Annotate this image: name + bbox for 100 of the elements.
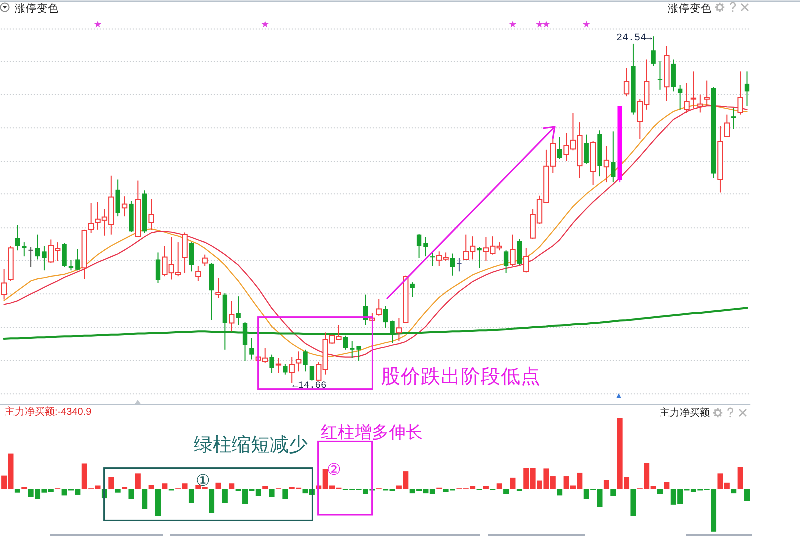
chart-subtitle: 主力净买额 [660, 407, 710, 419]
candlestick [76, 248, 80, 272]
annotation: ←14.66 [292, 380, 328, 391]
candlestick [704, 80, 710, 107]
candlestick [276, 358, 282, 374]
bar [162, 484, 168, 490]
candlestick [42, 246, 47, 272]
annotation: 红柱增多伸长 [321, 423, 423, 442]
bar [610, 489, 616, 496]
bar [14, 489, 20, 493]
candlestick [350, 340, 355, 359]
bar [269, 489, 275, 498]
annotation: ② [327, 462, 342, 479]
candlestick [724, 114, 730, 138]
candlestick [424, 236, 428, 258]
candlestick [517, 238, 522, 266]
candlestick [356, 346, 362, 362]
candlestick [270, 354, 274, 374]
candlestick [28, 246, 34, 268]
bar [630, 489, 636, 516]
candlestick [611, 131, 616, 184]
candlestick [658, 61, 663, 90]
candlestick [229, 300, 235, 332]
bar [664, 482, 670, 490]
candlestick [283, 364, 288, 376]
bar [209, 489, 215, 514]
bar [108, 477, 114, 490]
candlestick [624, 68, 630, 98]
bar [738, 467, 744, 490]
candlestick [477, 246, 482, 269]
candlestick [15, 224, 20, 252]
candlestick [510, 234, 516, 267]
bar [282, 489, 288, 500]
candlestick [690, 71, 697, 109]
candlestick [236, 296, 241, 326]
candlestick [88, 202, 94, 234]
candlestick [296, 351, 302, 372]
bar [731, 489, 737, 494]
bar [510, 478, 516, 490]
candlestick [504, 250, 509, 274]
candlestick [116, 179, 120, 218]
bar [557, 489, 563, 496]
candlestick [148, 198, 154, 230]
candlestick [744, 71, 750, 107]
chart-subtitle: 涨停变色 [668, 2, 712, 15]
candlestick [303, 349, 308, 372]
candlestick [383, 306, 388, 329]
bar [744, 489, 750, 502]
bar [156, 489, 161, 516]
candlestick [678, 84, 683, 110]
annotation: 绿柱缩短减少 [194, 435, 308, 456]
annotation: 股价跌出阶段低点 [381, 366, 541, 388]
candlestick [524, 248, 530, 274]
candlestick [196, 266, 202, 282]
bar [148, 485, 154, 490]
chart-title: 涨停变色 [15, 2, 59, 15]
candlestick [558, 136, 562, 160]
candlestick [310, 366, 315, 382]
candlestick [216, 278, 222, 299]
candlestick [376, 298, 382, 316]
bar [222, 489, 228, 504]
candlestick [732, 108, 736, 130]
candlestick [671, 59, 676, 92]
candlestick [430, 251, 436, 267]
bar [216, 482, 222, 490]
bar [262, 486, 268, 490]
candlestick [202, 254, 208, 267]
bar [229, 484, 235, 490]
candlestick [450, 253, 456, 276]
bar [128, 489, 134, 500]
candlestick [457, 258, 462, 272]
candlestick [122, 196, 128, 218]
annotation: ① [196, 473, 210, 490]
bar [135, 474, 141, 490]
bar [604, 480, 610, 490]
bar [504, 489, 510, 494]
candlestick [698, 94, 704, 114]
bar [115, 489, 121, 493]
annotation: 24.54→ [616, 33, 652, 44]
candlestick [651, 36, 656, 67]
candlestick [22, 242, 27, 258]
candlestick [684, 82, 690, 114]
candlestick [738, 71, 744, 116]
candlestick [68, 260, 74, 272]
candlestick [410, 282, 415, 298]
chart-title: 主力净买额:-4340.9 [5, 406, 92, 418]
candlestick [604, 146, 610, 184]
bar [496, 484, 502, 490]
candlestick [62, 242, 67, 268]
candlestick [189, 242, 194, 272]
candlestick [1, 268, 8, 300]
candlestick [182, 232, 188, 274]
bar [188, 489, 194, 504]
bar [657, 489, 663, 494]
candlestick [416, 234, 422, 259]
candlestick [250, 338, 254, 360]
candlestick [584, 134, 589, 164]
bar [142, 489, 148, 510]
candlestick [35, 234, 40, 260]
bar [483, 486, 489, 490]
